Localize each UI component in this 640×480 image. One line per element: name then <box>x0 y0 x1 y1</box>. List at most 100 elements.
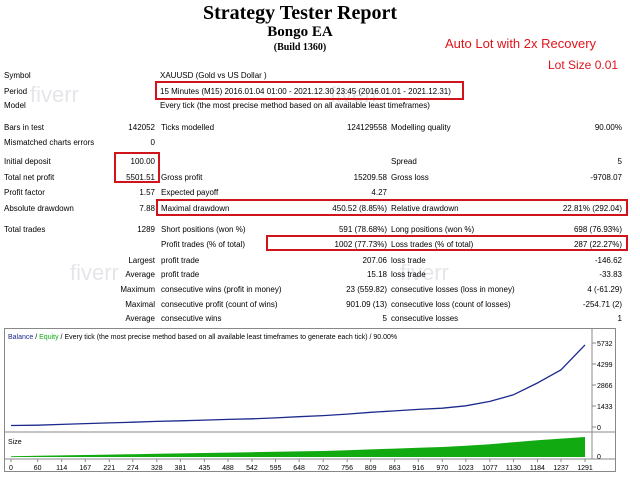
grossloss-value: -9708.07 <box>590 173 622 182</box>
acl-label: consecutive losses <box>391 314 459 323</box>
bars-value: 142052 <box>128 123 155 132</box>
average-label: Average <box>125 270 155 279</box>
deposit-profit-highlight-box <box>114 152 160 183</box>
long-label: Long positions (won %) <box>391 225 475 234</box>
pt-label: Profit trades (% of total) <box>161 240 246 249</box>
x-tick-label: 381 <box>175 465 187 471</box>
symbol-value: XAUUSD (Gold vs US Dollar ) <box>160 71 267 80</box>
legend-description: / Every tick (the most precise method ba… <box>59 334 398 341</box>
x-tick-label: 0 <box>9 465 13 471</box>
mcloss-label: consecutive loss (count of losses) <box>391 300 511 309</box>
quality-label: Modelling quality <box>391 123 451 132</box>
y-tick-label: 1433 <box>597 404 613 411</box>
x-tick-label: 488 <box>222 465 234 471</box>
x-tick-label: 435 <box>199 465 211 471</box>
drawdown-highlight-box <box>156 199 628 216</box>
ll-value: -146.62 <box>594 256 622 265</box>
watermark: fiverr <box>30 82 79 107</box>
bars-label: Bars in test <box>4 123 45 132</box>
long-value: 698 (76.93%) <box>573 225 622 234</box>
y-tick-label: 4299 <box>597 362 613 369</box>
x-tick-label: 595 <box>270 465 282 471</box>
acw-label: consecutive wins <box>161 314 222 323</box>
ep-label: Expected payoff <box>161 188 219 197</box>
size-label: Size <box>8 439 22 446</box>
mcw-label: consecutive wins (profit in money) <box>161 285 282 294</box>
mcp-value: 901.09 (13) <box>346 300 387 309</box>
symbol-label: Symbol <box>4 71 31 80</box>
size-tick-label: 0 <box>597 454 601 461</box>
lt-label: Loss trades (% of total) <box>391 240 474 249</box>
lp-label: profit trade <box>161 256 200 265</box>
legend-balance: Balance <box>8 334 33 341</box>
trades-label: Total trades <box>4 225 46 234</box>
balance-line <box>10 344 586 427</box>
lp-value: 207.06 <box>362 256 387 265</box>
build-number: (Build 1360) <box>273 42 327 53</box>
x-tick-label: 756 <box>341 465 353 471</box>
y-tick-label: 5732 <box>597 341 613 348</box>
maxdd-value: 450.52 (8.85%) <box>332 204 387 213</box>
legend-equity: Equity <box>39 334 59 341</box>
size-area <box>11 437 585 457</box>
model-value: Every tick (the most precise method base… <box>160 101 430 110</box>
spread-label: Spread <box>391 157 417 166</box>
x-tick-label: 221 <box>103 465 115 471</box>
watermark: fiverr <box>70 260 119 285</box>
maximum-label: Maximum <box>120 285 155 294</box>
absdd-value: 7.88 <box>139 204 155 213</box>
x-tick-label: 1237 <box>553 465 569 471</box>
x-tick-label: 1023 <box>458 465 474 471</box>
maximal-label: Maximal <box>125 300 155 309</box>
balance-chart-svg: Balance / Equity / Every tick (the most … <box>5 329 615 471</box>
promo-recovery-text: Auto Lot with 2x Recovery <box>445 36 597 51</box>
al-label: loss trade <box>391 270 426 279</box>
chart-marks: 5732 4299 2866 1433 0 0 0 60 114 167 221 274 328 381 4… <box>9 341 613 471</box>
x-tick-label: 328 <box>151 465 163 471</box>
legend-separator: / <box>33 334 39 341</box>
y-tick-label: 2866 <box>597 383 613 390</box>
y-tick-label: 0 <box>597 425 601 432</box>
ep-value: 4.27 <box>371 188 387 197</box>
balance-chart: Balance / Equity / Every tick (the most … <box>4 328 616 472</box>
ap-value: 15.18 <box>366 270 387 279</box>
acl-value: 1 <box>617 314 622 323</box>
report-title: Strategy Tester Report <box>202 2 398 24</box>
netprofit-value: 5501.51 <box>126 173 155 182</box>
x-tick-label: 702 <box>317 465 329 471</box>
grossprofit-value: 15209.58 <box>353 173 387 182</box>
x-tick-label: 648 <box>293 465 305 471</box>
x-tick-label: 1184 <box>530 465 545 471</box>
ap-label: profit trade <box>161 270 200 279</box>
pf-value: 1.57 <box>139 188 155 197</box>
period-value: 15 Minutes (M15) 2016.01.04 01:00 - 2021… <box>160 87 451 96</box>
mcp-label: consecutive profit (count of wins) <box>161 300 278 309</box>
chart-legend: Balance / Equity / Every tick (the most … <box>8 334 397 341</box>
x-tick-label: 1291 <box>577 465 593 471</box>
mismatch-value: 0 <box>150 138 155 147</box>
period-highlight-box <box>155 81 464 100</box>
trades-value: 1289 <box>137 225 155 234</box>
ticks-label: Ticks modelled <box>161 123 215 132</box>
period-label: Period <box>4 87 28 96</box>
balance-plot-area <box>5 329 592 432</box>
absdd-label: Absolute drawdown <box>4 204 74 213</box>
x-tick-label: 809 <box>365 465 377 471</box>
reldd-value: 22.81% (292.04) <box>562 204 622 213</box>
x-tick-label: 274 <box>127 465 139 471</box>
mismatch-label: Mismatched charts errors <box>4 138 95 147</box>
watermark: fiverr <box>400 260 449 285</box>
x-tick-label: 1130 <box>506 465 521 471</box>
largest-label: Largest <box>128 256 155 265</box>
deposit-value: 100.00 <box>130 157 155 166</box>
pt-value: 1002 (77.73%) <box>334 240 387 249</box>
grossloss-label: Gross loss <box>391 173 429 182</box>
lt-value: 287 (22.27%) <box>573 240 622 249</box>
spread-value: 5 <box>617 157 622 166</box>
mcw-value: 23 (559.82) <box>346 285 387 294</box>
x-tick-label: 970 <box>436 465 448 471</box>
netprofit-label: Total net profit <box>4 173 55 182</box>
pf-label: Profit factor <box>4 188 45 197</box>
average2-label: Average <box>125 314 155 323</box>
model-label: Model <box>4 101 26 110</box>
